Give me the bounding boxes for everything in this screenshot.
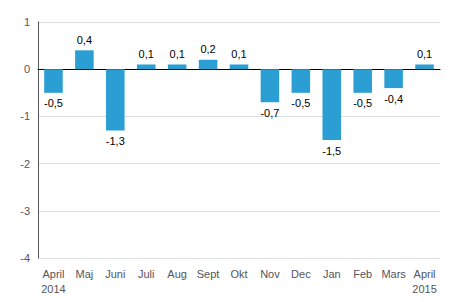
svg-text:April: April [414,268,436,280]
svg-text:April: April [42,268,64,280]
svg-text:-0,5: -0,5 [291,97,310,109]
svg-text:0,1: 0,1 [231,48,246,60]
svg-text:-4: -4 [20,252,30,264]
svg-text:Nov: Nov [260,268,280,280]
svg-text:-0,7: -0,7 [260,107,279,119]
svg-text:-2: -2 [20,158,30,170]
svg-text:Okt: Okt [230,268,247,280]
svg-text:1: 1 [24,16,30,28]
svg-text:0,2: 0,2 [200,43,215,55]
svg-text:0,4: 0,4 [77,34,92,46]
svg-text:Aug: Aug [167,268,187,280]
svg-text:-0,4: -0,4 [384,93,403,105]
svg-text:2014: 2014 [41,283,65,295]
svg-text:Juni: Juni [105,268,125,280]
svg-text:Dec: Dec [291,268,311,280]
svg-text:Juli: Juli [138,268,155,280]
svg-text:Sept: Sept [197,268,220,280]
svg-text:-1,3: -1,3 [106,135,125,147]
svg-text:-1: -1 [20,110,30,122]
svg-text:0,1: 0,1 [170,48,185,60]
svg-text:-1,5: -1,5 [322,145,341,157]
svg-text:-0,5: -0,5 [353,97,372,109]
svg-text:-0,5: -0,5 [44,97,63,109]
svg-text:Mars: Mars [381,268,406,280]
svg-text:0,1: 0,1 [417,48,432,60]
svg-text:Maj: Maj [76,268,94,280]
svg-text:Feb: Feb [353,268,372,280]
svg-text:-3: -3 [20,205,30,217]
svg-text:2015: 2015 [412,283,436,295]
svg-text:0,1: 0,1 [139,48,154,60]
svg-text:Jan: Jan [323,268,341,280]
svg-text:0: 0 [24,63,30,75]
